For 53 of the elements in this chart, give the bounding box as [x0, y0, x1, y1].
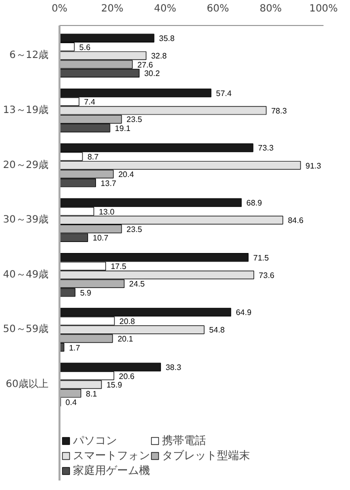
data-label: 20.6: [118, 372, 136, 381]
y-tick-label: 13～19歳: [3, 104, 49, 116]
data-label: 13.7: [100, 178, 117, 188]
data-label: 84.6: [288, 216, 304, 226]
legend-label: タブレット型端末: [162, 448, 250, 463]
data-label: 23.5: [126, 224, 143, 234]
data-label: 71.5: [253, 253, 270, 262]
data-label: 78.3: [271, 106, 288, 116]
y-tick-label: 50～59歳: [3, 323, 49, 336]
y-tick-label: 60歳以上: [6, 378, 49, 390]
legend-label: 家庭用ゲーム機: [73, 463, 150, 478]
data-label: 73.6: [258, 270, 275, 280]
x-tick-label: 40%: [154, 4, 176, 14]
data-label: 10.7: [92, 234, 109, 243]
data-label: 15.9: [106, 380, 123, 390]
data-label: 5.9: [80, 288, 92, 298]
legend-label: スマートフォン: [73, 448, 150, 463]
y-tick-label: 6～12歳: [9, 49, 49, 62]
x-tick-label: 0%: [52, 4, 68, 14]
data-label: 73.3: [258, 144, 274, 153]
data-label: 1.7: [68, 343, 81, 352]
y-tick-label: 40～49歳: [3, 268, 49, 280]
data-label: 38.3: [166, 363, 182, 372]
data-label: 68.9: [246, 198, 263, 208]
data-label: 54.8: [209, 326, 226, 335]
data-label: 35.8: [159, 34, 176, 44]
data-label: 30.2: [144, 69, 160, 78]
y-tick-label: 30～39歳: [3, 214, 49, 226]
data-label: 57.4: [216, 88, 232, 98]
x-tick-label: 80%: [260, 4, 282, 14]
data-label: 32.8: [151, 52, 168, 61]
data-label: 5.6: [79, 42, 91, 52]
x-tick-label: 20%: [101, 4, 124, 14]
data-label: 20.1: [118, 334, 134, 344]
data-label: 20.8: [119, 316, 136, 326]
data-label: 0.4: [66, 398, 78, 408]
data-label: 20.4: [118, 170, 134, 180]
data-label: 7.4: [84, 98, 96, 107]
data-label: 23.5: [126, 115, 143, 124]
y-tick-label: 20～29歳: [3, 158, 49, 171]
data-label: 13.0: [98, 207, 115, 216]
x-tick-label: 60%: [206, 4, 230, 14]
data-label: 19.1: [114, 124, 132, 134]
legend-label: パソコン: [73, 433, 117, 448]
data-label: 27.6: [137, 60, 154, 70]
data-label: 8.7: [87, 152, 100, 162]
data-label: 17.5: [110, 262, 127, 272]
x-tick-label: 100%: [309, 4, 338, 14]
data-label: 64.9: [236, 308, 252, 318]
data-label: 91.3: [306, 161, 322, 170]
data-label: 8.1: [86, 389, 98, 398]
legend-label: 携帯電話: [162, 433, 206, 448]
data-label: 24.5: [129, 280, 146, 289]
